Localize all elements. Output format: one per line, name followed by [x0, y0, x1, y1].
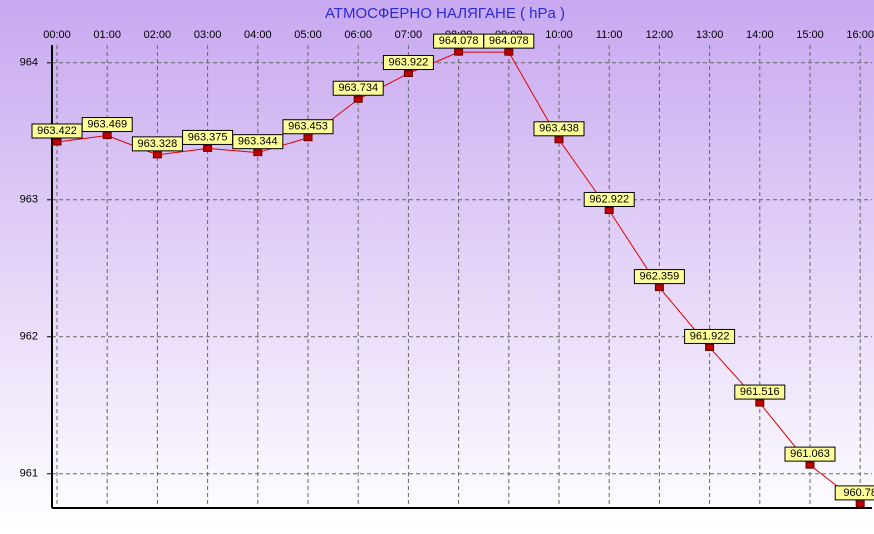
x-tick-label: 16:00: [846, 29, 874, 41]
data-label: 963.422: [37, 125, 77, 137]
y-tick-label: 962: [20, 331, 38, 343]
data-label: 963.453: [288, 121, 328, 133]
y-tick-label: 964: [20, 57, 38, 69]
y-tick-label: 963: [20, 194, 38, 206]
marker: [52, 138, 62, 146]
x-tick-label: 13:00: [696, 29, 724, 41]
y-tick-label: 961: [20, 468, 38, 480]
data-label-box: [382, 54, 434, 70]
data-label: 960.78: [843, 487, 874, 499]
data-label: 963.438: [539, 123, 579, 135]
marker: [152, 151, 162, 159]
data-label-box: [533, 121, 585, 137]
data-label: 963.734: [338, 82, 378, 94]
marker: [203, 144, 213, 152]
data-label: 963.375: [188, 131, 228, 143]
data-label: 963.469: [87, 118, 127, 130]
x-tick-label: 10:00: [545, 29, 573, 41]
marker: [102, 132, 112, 140]
x-tick-label: 12:00: [646, 29, 674, 41]
marker: [554, 136, 564, 144]
data-label-box: [784, 446, 836, 462]
x-tick-label: 07:00: [395, 29, 423, 41]
marker: [253, 149, 263, 157]
x-tick-label: 00:00: [43, 29, 71, 41]
data-label: 964.078: [489, 35, 529, 47]
marker: [604, 206, 614, 214]
data-label-box: [332, 80, 384, 96]
marker: [805, 461, 815, 469]
data-label-box: [684, 328, 736, 344]
chart-title: АТМОСФЕРНО НАЛЯГАНЕ ( hPa ): [325, 5, 565, 22]
x-tick-label: 14:00: [746, 29, 774, 41]
marker: [504, 48, 514, 56]
data-label-box: [483, 33, 535, 49]
data-label-box: [633, 269, 685, 285]
x-tick-label: 06:00: [344, 29, 372, 41]
marker: [654, 284, 664, 292]
data-label: 961.516: [740, 386, 780, 398]
marker: [454, 48, 464, 56]
data-label-box: [81, 117, 133, 133]
data-label-box: [282, 119, 334, 135]
data-label: 962.359: [640, 271, 680, 283]
marker: [755, 399, 765, 407]
data-label-box: [232, 134, 284, 150]
marker: [403, 69, 413, 77]
marker: [705, 343, 715, 351]
data-label: 963.328: [138, 138, 178, 150]
data-label-box: [834, 485, 874, 501]
data-label: 961.922: [690, 330, 730, 342]
data-label: 963.344: [238, 136, 278, 148]
marker: [303, 134, 313, 142]
data-label: 961.063: [790, 448, 830, 460]
x-tick-label: 01:00: [93, 29, 121, 41]
data-label: 964.078: [439, 35, 479, 47]
x-tick-label: 05:00: [294, 29, 322, 41]
data-label: 963.922: [389, 56, 429, 68]
marker: [353, 95, 363, 103]
data-label-box: [734, 384, 786, 400]
data-label-box: [583, 191, 635, 207]
marker: [855, 500, 865, 508]
x-tick-label: 11:00: [596, 29, 623, 41]
data-label: 962.922: [589, 193, 629, 205]
x-tick-label: 02:00: [144, 29, 172, 41]
x-tick-label: 15:00: [796, 29, 824, 41]
x-tick-label: 04:00: [244, 29, 272, 41]
x-tick-label: 03:00: [194, 29, 222, 41]
